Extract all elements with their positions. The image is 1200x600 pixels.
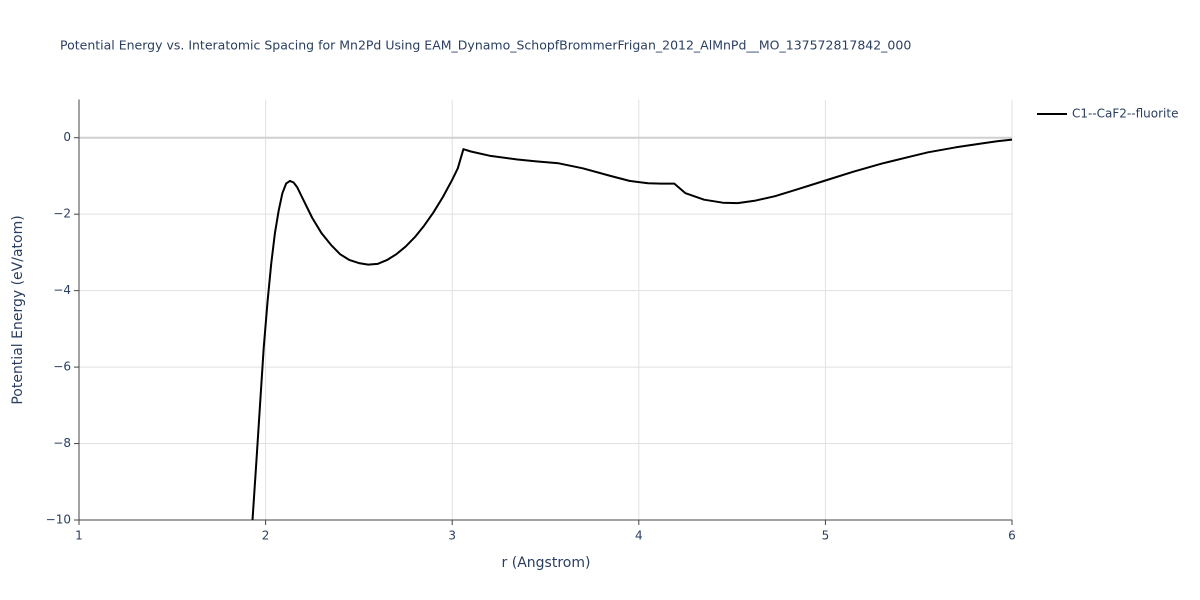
x-tick-label: 3: [448, 529, 456, 543]
x-tick-label: 5: [822, 529, 830, 543]
y-tick-label: 0: [63, 130, 71, 144]
y-axis-label: Potential Energy (eV/atom): [10, 215, 26, 404]
x-axis-label: r (Angstrom): [502, 555, 591, 571]
y-tick-label: −8: [53, 436, 71, 450]
data-line: [251, 138, 1013, 521]
y-tick-label: −6: [53, 360, 71, 374]
x-tick-label: 6: [1008, 529, 1016, 543]
chart-title: Potential Energy vs. Interatomic Spacing…: [60, 38, 911, 53]
y-tick-label: −10: [46, 513, 71, 527]
y-tick-label: −4: [53, 283, 71, 297]
x-tick-label: 4: [635, 529, 643, 543]
legend-label: C1--CaF2--fluorite: [1072, 107, 1178, 121]
x-tick-label: 1: [75, 529, 83, 543]
y-tick-label: −2: [53, 207, 71, 221]
x-tick-label: 2: [262, 529, 270, 543]
